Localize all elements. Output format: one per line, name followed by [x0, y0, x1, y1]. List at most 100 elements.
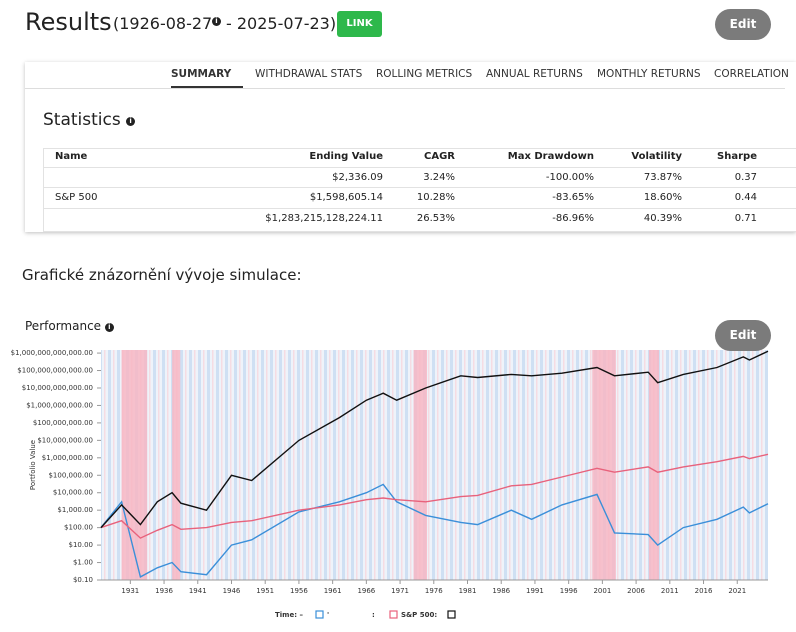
x-tick-label: 1946	[223, 587, 241, 595]
x-tick-label: 1986	[492, 587, 510, 595]
info-icon[interactable]: i	[126, 117, 136, 126]
table-cell: 26.53%	[416, 213, 455, 224]
edit-chart-button[interactable]: Edit	[715, 320, 771, 351]
legend-swatch	[389, 610, 398, 619]
table-cell: 73.87%	[643, 172, 682, 183]
date-start: (1926-08-27	[113, 14, 213, 33]
table-cell: -100.00%	[545, 172, 594, 183]
column-header: Max Drawdown	[507, 151, 594, 162]
series-line	[100, 483, 769, 578]
table-cell: 0.37	[734, 172, 757, 183]
results-title: Results	[25, 8, 112, 36]
chart-title: Performance	[25, 319, 102, 333]
table-cell: 0.71	[734, 213, 757, 224]
y-tick-label: $10,000.00	[53, 489, 93, 497]
series-line	[100, 350, 769, 529]
x-tick-label: 1941	[189, 587, 207, 595]
tab[interactable]: SUMMARY	[171, 68, 232, 80]
y-tick-label: $10,000,000.00	[37, 436, 93, 444]
row-divider	[44, 187, 796, 188]
x-tick-label: 2021	[728, 587, 746, 595]
table-cell: 10.28%	[416, 192, 455, 203]
tab[interactable]: MONTHLY RETURNS	[597, 68, 701, 80]
caption: Grafické znázornění vývoje simulace:	[22, 266, 302, 284]
y-tick-label: $0.10	[73, 576, 93, 584]
x-tick-label: 1931	[121, 587, 139, 595]
tab[interactable]: CORRELATION	[714, 68, 789, 80]
x-tick-label: 1976	[425, 587, 443, 595]
table-cell: 3.24%	[423, 172, 455, 183]
legend-swatch	[447, 610, 456, 619]
row-divider	[44, 208, 796, 209]
statistics-table: Name Ending Value CAGR Max Drawdown Volatili…	[43, 148, 796, 232]
tab[interactable]: ANNUAL RETURNS	[486, 68, 583, 80]
x-tick-label: 1956	[290, 587, 308, 595]
x-tick-label: 1971	[391, 587, 409, 595]
y-tick-label: $10.00	[69, 541, 94, 549]
table-cell: $2,336.09	[332, 172, 383, 183]
chart-title-wrap: Performance i	[25, 319, 114, 333]
shaded-period	[413, 350, 428, 580]
legend-title: Time: –	[275, 611, 303, 619]
statistics-title-text: Statistics	[43, 110, 121, 130]
y-tick-label: $10,000,000,000.00	[22, 384, 93, 392]
column-header: CAGR	[424, 151, 455, 162]
table-cell: 0.44	[734, 192, 757, 203]
y-tick-label: $1,000,000,000.00	[26, 401, 93, 409]
x-tick-label: 1991	[526, 587, 544, 595]
y-tick-label: $1.00	[73, 559, 93, 567]
x-tick-label: 1966	[357, 587, 375, 595]
series-line	[100, 453, 769, 539]
info-icon[interactable]: i	[104, 323, 114, 332]
table-cell: $1,598,605.14	[309, 192, 383, 203]
edit-button[interactable]: Edit	[715, 9, 771, 40]
shaded-period	[121, 350, 148, 580]
column-header: Ending Value	[309, 151, 383, 162]
table-cell: -86.96%	[552, 213, 594, 224]
x-tick-label: 1961	[324, 587, 342, 595]
legend-label: S&P 500:	[401, 611, 437, 619]
x-tick-label: 2016	[695, 587, 713, 595]
tab[interactable]: ROLLING METRICS	[376, 68, 473, 80]
statistics-title: Statistics i	[43, 110, 136, 130]
tab-bar: SUMMARY WITHDRAWAL STATS ROLLING METRICS AN…	[25, 62, 789, 89]
y-tick-label: $100,000,000.00	[33, 419, 93, 427]
table-cell: $1,283,215,128,224.11	[265, 213, 383, 224]
row-divider	[44, 167, 796, 168]
tab[interactable]: WITHDRAWAL STATS	[255, 68, 363, 80]
shaded-period	[648, 350, 660, 580]
link-button[interactable]: LINK	[337, 11, 382, 37]
info-icon[interactable]: i	[212, 17, 221, 26]
y-tick-label: $1,000,000,000,000.00	[11, 349, 93, 357]
x-tick-label: 1996	[560, 587, 578, 595]
row-name: S&P 500	[55, 192, 98, 203]
x-tick-label: 1951	[256, 587, 274, 595]
shaded-period	[172, 350, 181, 580]
results-card: SUMMARY WITHDRAWAL STATS ROLLING METRICS AN…	[25, 62, 796, 232]
column-header: Sharpe	[717, 151, 757, 162]
legend-swatch	[315, 610, 324, 619]
legend-label: '	[327, 611, 329, 619]
shaded-period	[592, 350, 616, 580]
x-tick-label: 1981	[459, 587, 477, 595]
y-tick-label: $1,000.00	[57, 506, 93, 514]
y-tick-label: $1,000,000.00	[42, 454, 93, 462]
column-header: Name	[55, 151, 88, 162]
y-tick-label: $100,000.00	[48, 471, 93, 479]
x-tick-label: 1936	[155, 587, 173, 595]
legend-separator: :	[372, 611, 375, 619]
table-cell: 18.60%	[643, 192, 682, 203]
x-tick-label: 2001	[593, 587, 611, 595]
date-end: - 2025-07-23)	[226, 14, 337, 33]
table-cell: -83.65%	[552, 192, 594, 203]
x-tick-label: 2011	[661, 587, 679, 595]
y-axis-label: Portfolio Value	[29, 440, 37, 490]
column-header: Volatility	[631, 151, 682, 162]
y-tick-label: $100,000,000,000.00	[17, 367, 93, 375]
tab-underline	[171, 86, 243, 88]
table-cell: 40.39%	[643, 213, 682, 224]
x-tick-label: 2006	[627, 587, 645, 595]
y-tick-label: $100.00	[64, 524, 93, 532]
